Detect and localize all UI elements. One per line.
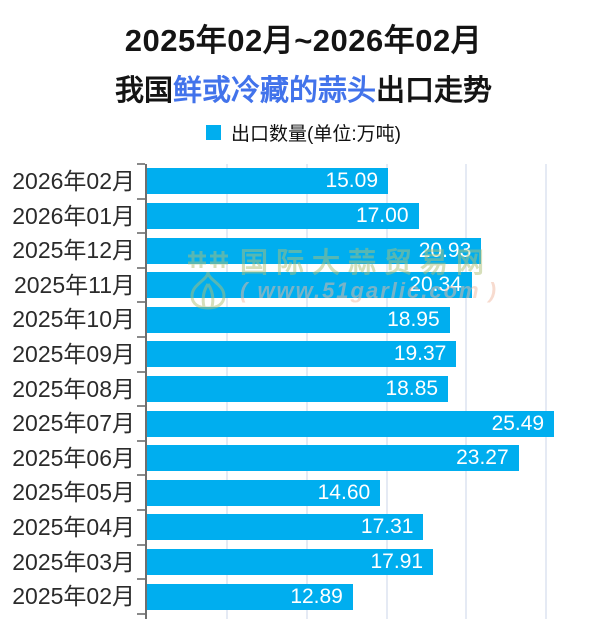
category-label: 2025年05月 [12, 479, 135, 506]
gridline [465, 164, 468, 619]
value-label: 17.91 [370, 549, 424, 573]
gridline [545, 164, 548, 619]
value-label: 19.37 [393, 342, 447, 366]
axis-tick [137, 578, 145, 581]
bar[interactable]: 17.31 [147, 514, 424, 541]
category-label: 2025年07月 [12, 410, 135, 437]
legend-item[interactable]: 出口数量(单位:万吨) [0, 119, 607, 146]
category-label: 2025年12月 [12, 237, 135, 264]
value-label: 17.31 [360, 515, 414, 539]
category-label: 2025年02月 [12, 583, 135, 610]
bar[interactable]: 14.60 [147, 479, 381, 506]
category-label: 2025年10月 [12, 306, 135, 333]
axis-tick [137, 405, 145, 408]
value-label: 18.85 [385, 376, 439, 400]
bar[interactable]: 12.89 [147, 583, 353, 610]
axis-tick [137, 370, 145, 373]
bar-chart: 15.09 17.00 20.93 20.34 18.95 19.37 18.85 25.49… [0, 163, 607, 619]
value-label: 18.95 [387, 307, 440, 331]
category-label: 2025年09月 [12, 341, 135, 367]
title-suffix: 出口走势 [376, 75, 493, 107]
value-label: 23.27 [456, 446, 509, 470]
chart-title-line2: 我国鲜或冷藏的蒜头出口走势 [0, 67, 607, 109]
value-label: 20.93 [418, 238, 472, 262]
axis-tick [137, 336, 145, 338]
plot-area: 15.09 17.00 20.93 20.34 18.95 19.37 18.85 25.49… [137, 163, 607, 619]
category-label: 2025年08月 [12, 375, 135, 402]
category-label: 2026年02月 [12, 168, 135, 194]
axis-tick [137, 232, 145, 235]
axis-tick [137, 163, 145, 165]
bar[interactable]: 15.09 [147, 168, 389, 195]
axis-tick [137, 301, 145, 304]
bar[interactable]: 20.93 [147, 237, 482, 264]
title-highlight: 鲜或冷藏的蒜头 [172, 75, 376, 107]
axis-tick [137, 543, 145, 546]
value-label: 20.34 [409, 273, 462, 297]
legend-label: 出口数量(单位:万吨) [231, 124, 401, 145]
bar[interactable]: 17.00 [147, 202, 419, 229]
axis-tick [137, 612, 145, 615]
axis-tick [137, 266, 145, 269]
chart-title-line1: 2025年02月~2026年02月 [124, 23, 483, 58]
value-label: 15.09 [325, 169, 379, 193]
axis-tick [137, 439, 145, 442]
legend-swatch-icon [206, 125, 222, 140]
category-label: 2026年01月 [12, 202, 135, 229]
bar[interactable]: 20.34 [147, 272, 472, 299]
bar[interactable]: 19.37 [147, 341, 457, 368]
category-label: 2025年11月 [13, 271, 135, 298]
value-label: 14.60 [317, 480, 371, 504]
bar[interactable]: 17.91 [147, 548, 434, 575]
category-label: 2025年04月 [12, 514, 135, 540]
value-label: 12.89 [290, 584, 343, 608]
axis-tick [137, 474, 145, 477]
axis-tick [137, 197, 145, 200]
category-label: 2025年06月 [12, 444, 135, 471]
title-prefix: 我国 [114, 75, 173, 107]
category-label: 2025年03月 [12, 548, 135, 575]
value-label: 17.00 [355, 203, 409, 227]
bar[interactable]: 18.85 [147, 375, 449, 402]
axis-tick [137, 509, 145, 511]
bar[interactable]: 23.27 [147, 445, 519, 472]
value-label: 25.49 [491, 411, 545, 435]
bar[interactable]: 25.49 [147, 410, 555, 437]
bar[interactable]: 18.95 [147, 306, 450, 333]
